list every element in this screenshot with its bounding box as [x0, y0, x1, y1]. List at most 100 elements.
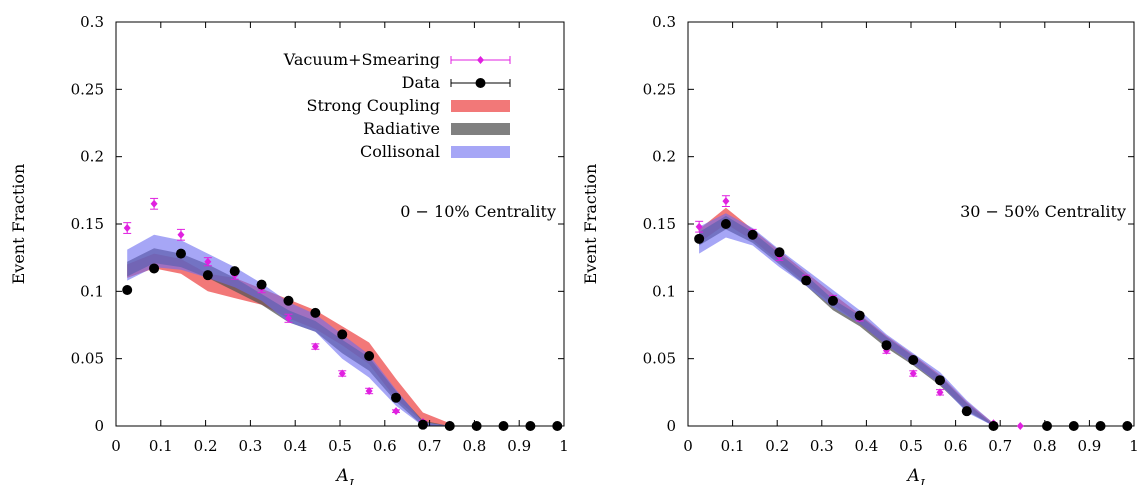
x-tick-label: 0.1 — [149, 437, 173, 455]
data-point — [283, 295, 294, 306]
data-point — [471, 421, 482, 431]
data-point — [310, 307, 321, 318]
band-strong-coupling — [127, 253, 450, 426]
legend-swatch — [451, 123, 510, 135]
vacuum-point — [150, 199, 158, 208]
vacuum-point — [909, 369, 917, 378]
data-point — [175, 248, 186, 259]
x-tick-label: 0.9 — [507, 437, 531, 455]
vacuum-point — [722, 197, 730, 206]
x-tick-label: 0.8 — [462, 437, 486, 455]
x-tick-label: 0.6 — [944, 437, 968, 455]
data-point — [854, 310, 865, 321]
legend-label: Strong Coupling — [306, 96, 440, 115]
x-tick-label: 0 — [111, 437, 121, 455]
y-tick-label: 0.1 — [80, 282, 104, 300]
legend-marker — [477, 56, 484, 64]
y-tick-label: 0.15 — [643, 215, 676, 233]
y-tick-label: 0.1 — [652, 282, 676, 300]
vacuum-point — [123, 224, 131, 233]
series-vacuum-smearing — [123, 197, 561, 430]
vacuum-point — [311, 342, 319, 351]
data-point — [202, 270, 213, 281]
y-axis-label: Event Fraction — [9, 164, 28, 285]
legend-label: Vacuum+Smearing — [283, 50, 440, 69]
data-point — [908, 355, 919, 366]
vacuum-point — [695, 222, 703, 231]
vacuum-point — [392, 407, 400, 416]
data-point — [1042, 421, 1053, 431]
data-point — [444, 421, 455, 431]
x-tick-label: 0.4 — [854, 437, 878, 455]
y-tick-label: 0.3 — [652, 13, 676, 31]
series-data — [122, 248, 563, 431]
x-tick-label: 0.7 — [418, 437, 442, 455]
chart-panel-left: 0 0.05 0.1 0.15 0.2 0.25 0.3 0 0.1 0.2 0.3 0.4 0.5 0.… — [9, 13, 569, 485]
y-axis-label: Event Fraction — [581, 164, 600, 285]
x-tick-label: 0.2 — [194, 437, 218, 455]
y-tick-label: 0.2 — [80, 148, 104, 166]
x-tick-label: 0.6 — [373, 437, 397, 455]
vacuum-point — [177, 230, 185, 239]
data-point — [337, 329, 348, 340]
data-point — [498, 421, 509, 431]
data-point — [552, 421, 563, 431]
x-tick-label: 0.5 — [328, 437, 352, 455]
x-axis-label: AJ — [334, 466, 354, 485]
legend-label: Data — [402, 73, 441, 92]
vacuum-point — [284, 314, 292, 323]
chart-legend: Vacuum+Smearing Data Strong Coupling Radiat… — [283, 50, 511, 161]
data-point — [525, 421, 536, 431]
vacuum-point — [365, 386, 373, 395]
data-point — [934, 375, 945, 386]
y-tick-label: 0.2 — [652, 148, 676, 166]
plot-frame — [687, 21, 1135, 427]
data-point — [229, 266, 240, 277]
vacuum-point — [1016, 422, 1024, 430]
data-point — [122, 284, 133, 295]
chart-panel-right: 0 0.05 0.1 0.15 0.2 0.25 0.3 0 0.1 0.2 0.3 0.4 0.5 0.… — [581, 13, 1137, 485]
series-vacuum-smearing — [695, 195, 1131, 430]
vacuum-point — [936, 388, 944, 397]
data-point — [391, 392, 401, 403]
y-tick-label: 0 — [666, 417, 676, 435]
x-tick-label: 0.8 — [1033, 437, 1057, 455]
x-tick-label: 1 — [559, 437, 569, 455]
data-point — [827, 295, 838, 306]
data-point — [1122, 421, 1133, 431]
data-point — [774, 247, 785, 258]
vacuum-point — [204, 257, 212, 266]
y-tick-label: 0.05 — [71, 350, 104, 368]
legend-swatch — [451, 146, 510, 158]
band-radiative — [699, 215, 994, 426]
x-axis-label: AJ — [905, 466, 925, 485]
x-tick-label: 0.3 — [810, 437, 834, 455]
x-tick-label: 0.3 — [238, 437, 262, 455]
x-tick-label: 0.5 — [899, 437, 923, 455]
x-tick-label: 0.4 — [283, 437, 307, 455]
data-point — [961, 406, 972, 417]
legend-swatch — [451, 100, 510, 112]
y-tick-label: 0.25 — [71, 80, 104, 98]
series-data — [694, 219, 1133, 431]
data-point — [417, 419, 428, 430]
band-collisonal — [127, 234, 450, 426]
vacuum-point — [338, 369, 346, 378]
data-point — [881, 340, 892, 351]
data-point — [149, 263, 160, 274]
data-point — [694, 233, 705, 244]
x-tick-label: 0 — [683, 437, 693, 455]
data-point — [256, 279, 267, 290]
legend-marker — [475, 78, 486, 88]
band-collisonal — [699, 213, 994, 426]
centrality-annotation: 30 − 50% Centrality — [960, 202, 1126, 221]
centrality-annotation: 0 − 10% Centrality — [400, 202, 556, 221]
y-tick-label: 0.15 — [71, 215, 104, 233]
legend-label: Collisonal — [360, 142, 440, 161]
data-point — [364, 350, 375, 361]
data-point — [988, 421, 999, 431]
x-tick-label: 0.1 — [721, 437, 745, 455]
y-tick-label: 0.25 — [643, 80, 676, 98]
y-tick-label: 0.3 — [80, 13, 104, 31]
